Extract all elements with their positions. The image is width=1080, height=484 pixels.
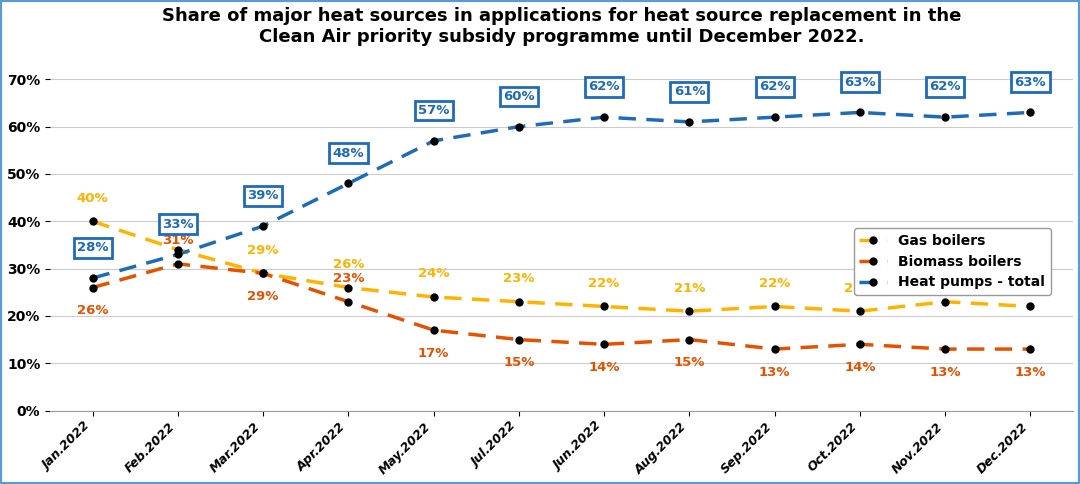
Text: 61%: 61% [674,85,705,98]
Text: 40%: 40% [77,192,108,205]
Text: 15%: 15% [503,356,535,369]
Text: 48%: 48% [333,147,364,160]
Text: 17%: 17% [418,347,449,360]
Text: 33%: 33% [162,218,193,231]
Text: 22%: 22% [589,277,620,290]
Text: 22%: 22% [759,277,791,290]
Text: 13%: 13% [759,365,791,378]
Text: 14%: 14% [845,361,876,374]
Text: 62%: 62% [759,80,791,93]
Text: 21%: 21% [674,282,705,295]
Text: 26%: 26% [333,258,364,271]
Text: 23%: 23% [333,272,364,285]
Text: 60%: 60% [503,90,535,103]
Text: 34%: 34% [162,220,193,233]
Text: 57%: 57% [418,104,449,117]
Text: 23%: 23% [930,272,961,285]
Text: 29%: 29% [247,290,279,303]
Title: Share of major heat sources in applications for heat source replacement in the
C: Share of major heat sources in applicati… [162,7,961,46]
Text: 23%: 23% [503,272,535,285]
Text: 28%: 28% [77,242,108,255]
Text: 22%: 22% [1015,277,1047,290]
Text: 29%: 29% [247,244,279,257]
Text: 63%: 63% [1014,76,1047,89]
Text: 39%: 39% [247,189,279,202]
Text: 13%: 13% [930,365,961,378]
Text: 15%: 15% [674,356,705,369]
Text: 24%: 24% [418,268,449,280]
Text: 31%: 31% [162,234,193,247]
Text: 62%: 62% [589,80,620,93]
Text: 62%: 62% [930,80,961,93]
Legend: Gas boilers, Biomass boilers, Heat pumps - total: Gas boilers, Biomass boilers, Heat pumps… [854,228,1051,295]
Text: 26%: 26% [77,304,108,317]
Text: 13%: 13% [1015,365,1047,378]
Text: 21%: 21% [845,282,876,295]
Text: 14%: 14% [589,361,620,374]
Text: 63%: 63% [845,76,876,89]
